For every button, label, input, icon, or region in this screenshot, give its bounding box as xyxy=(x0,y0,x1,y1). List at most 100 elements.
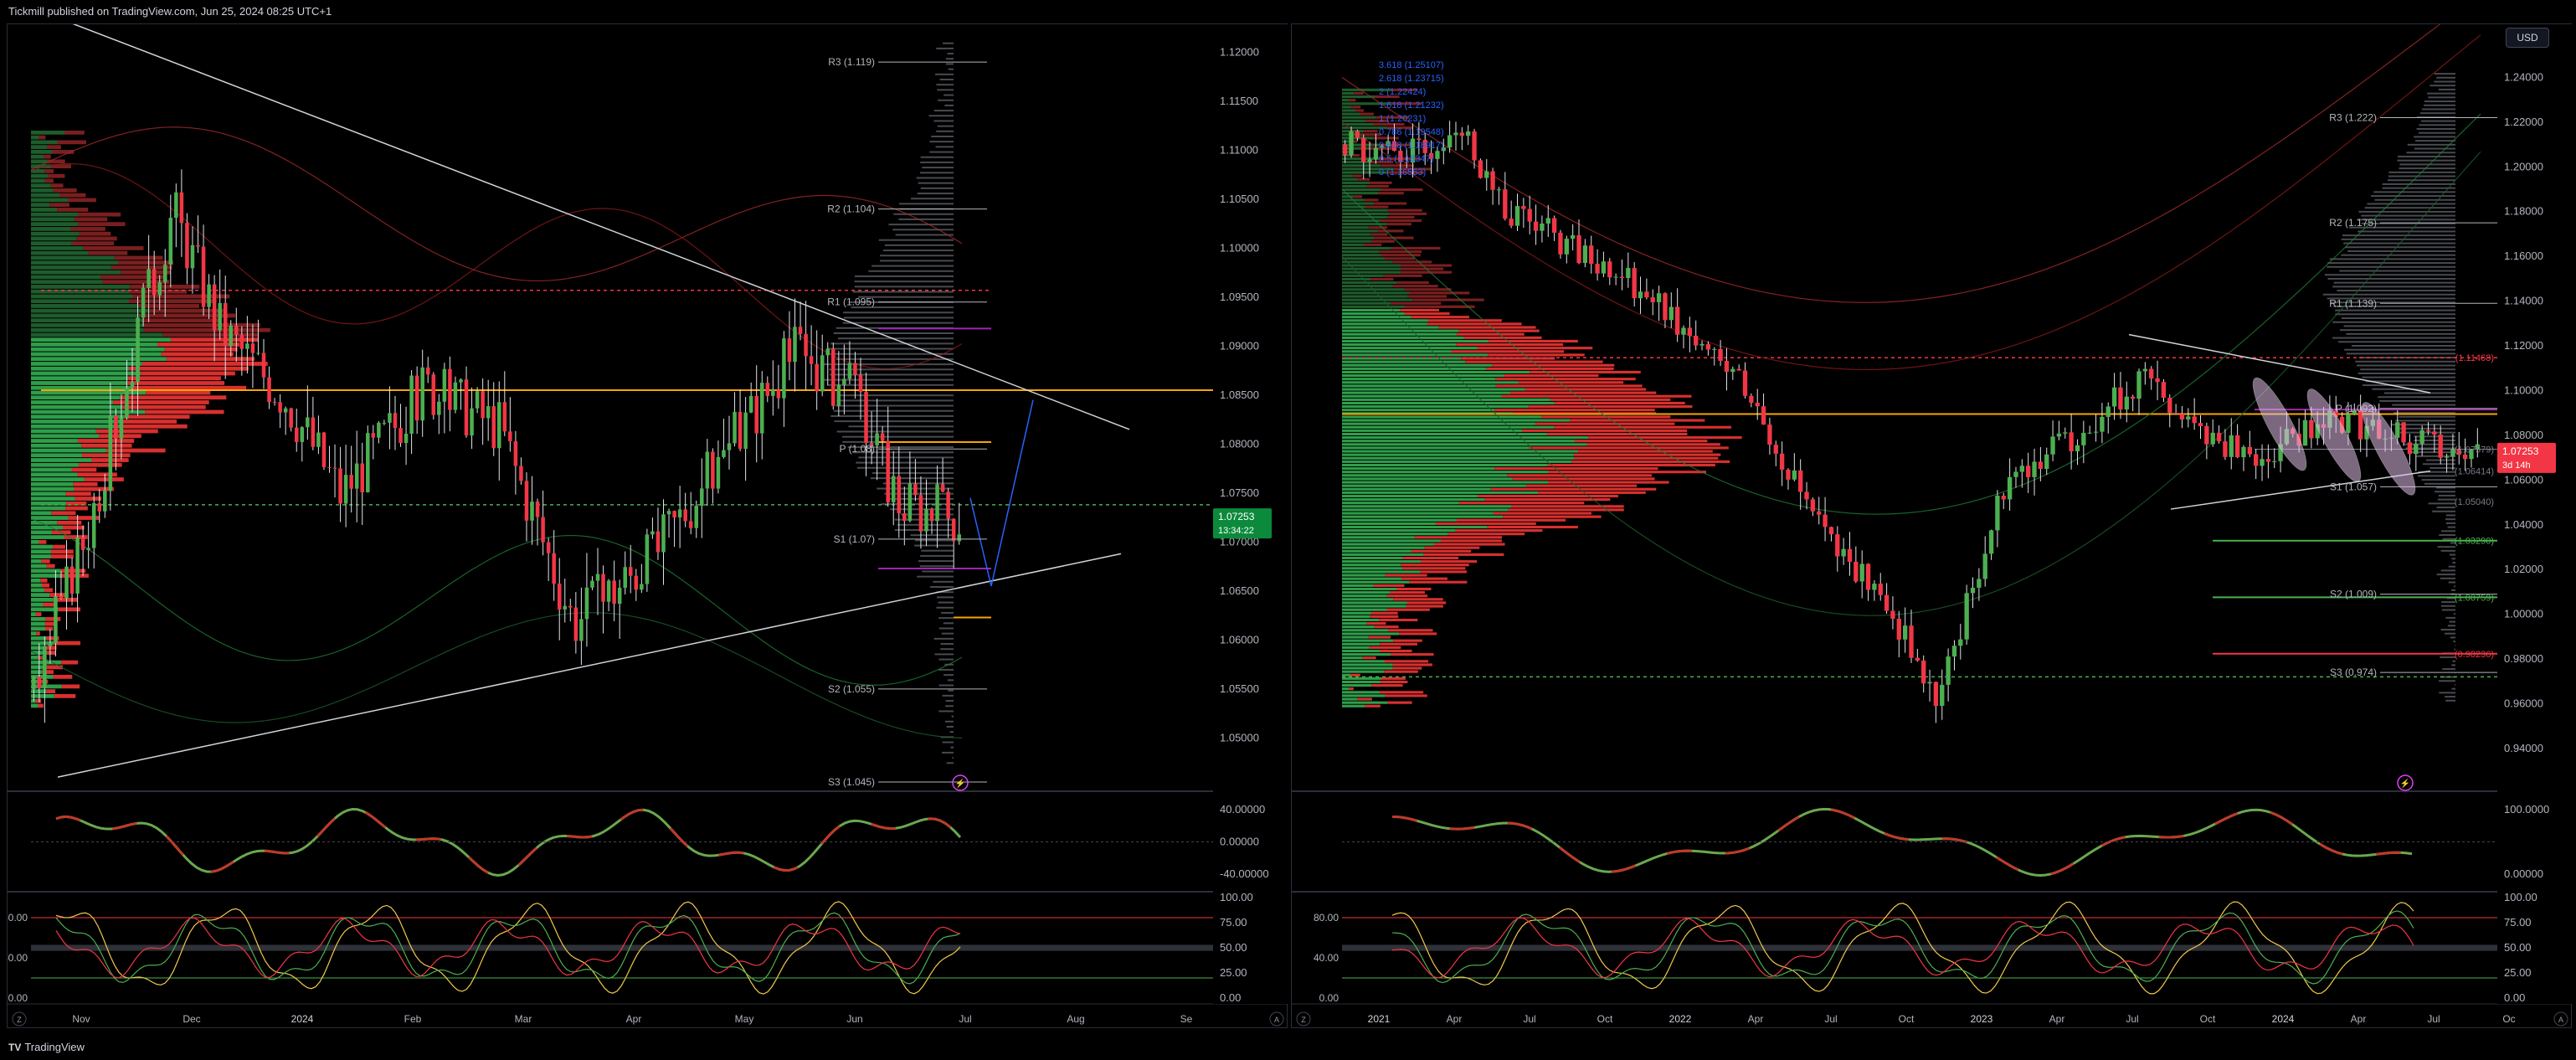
volume-profile-up-bar xyxy=(1342,384,1496,388)
candle-body xyxy=(2032,461,2037,477)
visible-range-profile-bar xyxy=(2357,364,2455,367)
volume-profile-down-bar xyxy=(1391,102,1422,105)
descending-trendline[interactable] xyxy=(58,24,1130,430)
candle-body xyxy=(1613,276,1618,278)
highlight-ellipse[interactable] xyxy=(2245,373,2315,476)
candle-body xyxy=(1909,625,1914,658)
candle-body xyxy=(86,548,90,550)
volume-profile-up-bar xyxy=(1342,246,1391,250)
flash-icon[interactable] xyxy=(952,774,969,791)
volume-profile-up-bar xyxy=(1342,474,1508,477)
visible-range-profile-bar xyxy=(936,47,954,49)
candle-body xyxy=(1859,563,1864,582)
visible-range-profile-bar xyxy=(2436,507,2455,509)
auto-scale-button[interactable] xyxy=(2553,1011,2568,1027)
left-chart-pane[interactable]: 1.12000 1.11500 1.11000 1.10500 1.10000 1.095… xyxy=(7,23,1288,1028)
time-axis-label: Apr xyxy=(1447,1013,1463,1025)
time-axis-label: Apr xyxy=(2049,1013,2065,1025)
volume-profile-down-bar xyxy=(1392,285,1438,288)
volume-profile-up-bar xyxy=(31,308,150,313)
scale-mode-button[interactable] xyxy=(12,1011,27,1027)
candle-body xyxy=(377,422,381,438)
projection-path-up[interactable] xyxy=(990,399,1034,587)
visible-range-profile-bar xyxy=(2335,309,2455,311)
candle-body xyxy=(688,521,693,528)
volume-profile-up-bar xyxy=(31,414,125,419)
visible-range-profile-bar xyxy=(820,378,954,381)
volume-profile-down-bar xyxy=(1357,178,1370,181)
candle-body xyxy=(393,413,398,429)
flash-icon[interactable] xyxy=(2397,774,2414,791)
volume-profile-up-bar xyxy=(1342,677,1381,680)
descending-trendline[interactable] xyxy=(2128,333,2431,394)
volume-profile-up-bar xyxy=(31,641,54,646)
volume-profile-down-bar xyxy=(47,145,61,150)
volume-profile-down-bar xyxy=(1375,95,1400,99)
right-chart-canvas[interactable]: 1.24000 1.22000 1.20000 1.18000 1.16000 1.140… xyxy=(1292,24,2573,1029)
volume-profile-down-bar xyxy=(1455,529,1543,533)
candle-body xyxy=(486,406,491,419)
volume-profile-down-bar xyxy=(81,443,132,448)
candle-body xyxy=(1472,131,1477,161)
visible-range-profile-bar xyxy=(852,451,954,454)
candle-body xyxy=(2346,414,2351,433)
oscillator-axis-label: 40.00000 xyxy=(1220,803,1265,816)
volume-profile-up-bar xyxy=(31,558,42,563)
auto-scale-button[interactable] xyxy=(1269,1011,1284,1027)
visible-range-profile-bar xyxy=(2438,88,2455,90)
volume-profile-up-bar xyxy=(31,434,100,439)
price-axis-label: 1.09000 xyxy=(1220,339,1259,352)
visible-range-profile-bar xyxy=(2453,641,2455,643)
volume-profile-up-bar xyxy=(1342,112,1360,116)
left-chart-canvas[interactable]: 1.12000 1.11500 1.11000 1.10500 1.10000 1.095… xyxy=(8,24,1288,1029)
visible-range-profile-bar xyxy=(2347,250,2455,252)
candle-body xyxy=(1749,395,1754,404)
candle-body xyxy=(798,327,803,334)
currency-button[interactable]: USD xyxy=(2506,28,2549,48)
volume-profile-down-bar xyxy=(77,472,117,477)
highlight-ellipse[interactable] xyxy=(2354,398,2424,501)
highlight-ellipse[interactable] xyxy=(2300,384,2369,487)
current-price-label: 1.07253 xyxy=(2502,445,2539,457)
volume-profile-up-bar xyxy=(31,409,146,414)
volume-profile-down-bar xyxy=(1578,450,1713,453)
volume-profile-up-bar xyxy=(1342,291,1410,295)
candle-body xyxy=(2357,409,2363,440)
ascending-trendline[interactable] xyxy=(2170,470,2431,510)
volume-profile-up-bar xyxy=(1342,226,1369,229)
volume-profile-down-bar xyxy=(1373,122,1405,126)
volume-profile-up-bar xyxy=(1342,450,1579,453)
volume-profile-up-bar xyxy=(1342,394,1502,398)
candle-body xyxy=(1847,548,1853,562)
visible-range-profile-bar xyxy=(854,286,954,288)
volume-profile-up-bar xyxy=(31,169,45,173)
right-chart-pane[interactable]: 1.24000 1.22000 1.20000 1.18000 1.16000 1.140… xyxy=(1291,23,2573,1029)
volume-profile-up-bar xyxy=(31,520,58,525)
candle-body xyxy=(1742,370,1748,396)
volume-profile-up-bar xyxy=(1342,277,1371,281)
volume-profile-down-bar xyxy=(64,130,85,135)
visible-range-profile-bar xyxy=(2439,692,2455,694)
volume-profile-down-bar xyxy=(1538,491,1646,494)
candle-body xyxy=(2210,432,2215,445)
volume-profile-down-bar xyxy=(41,583,50,588)
oscillator-line-up xyxy=(55,807,962,877)
volume-profile-up-bar xyxy=(31,159,48,164)
candle-body xyxy=(1447,135,1453,148)
candle-body xyxy=(1921,660,1926,684)
volume-profile-up-bar xyxy=(31,530,53,535)
visible-range-profile-bar xyxy=(933,637,954,640)
candle-body xyxy=(886,440,890,503)
volume-profile-up-bar xyxy=(31,270,121,275)
volume-profile-down-bar xyxy=(1374,202,1406,205)
scale-mode-button[interactable] xyxy=(1296,1011,1311,1027)
projection-path-down[interactable] xyxy=(969,497,992,587)
tradingview-brand[interactable]: TV TradingView xyxy=(8,1041,85,1053)
visible-range-profile-bar xyxy=(2407,143,2455,146)
rsi-midband xyxy=(1342,944,2497,951)
ascending-trendline[interactable] xyxy=(57,553,1122,778)
visible-range-profile-bar xyxy=(2406,152,2455,154)
oscillator-line-down xyxy=(1391,807,2413,877)
level-price-label: (1.05040) xyxy=(2455,497,2494,507)
candle-body xyxy=(738,411,743,450)
